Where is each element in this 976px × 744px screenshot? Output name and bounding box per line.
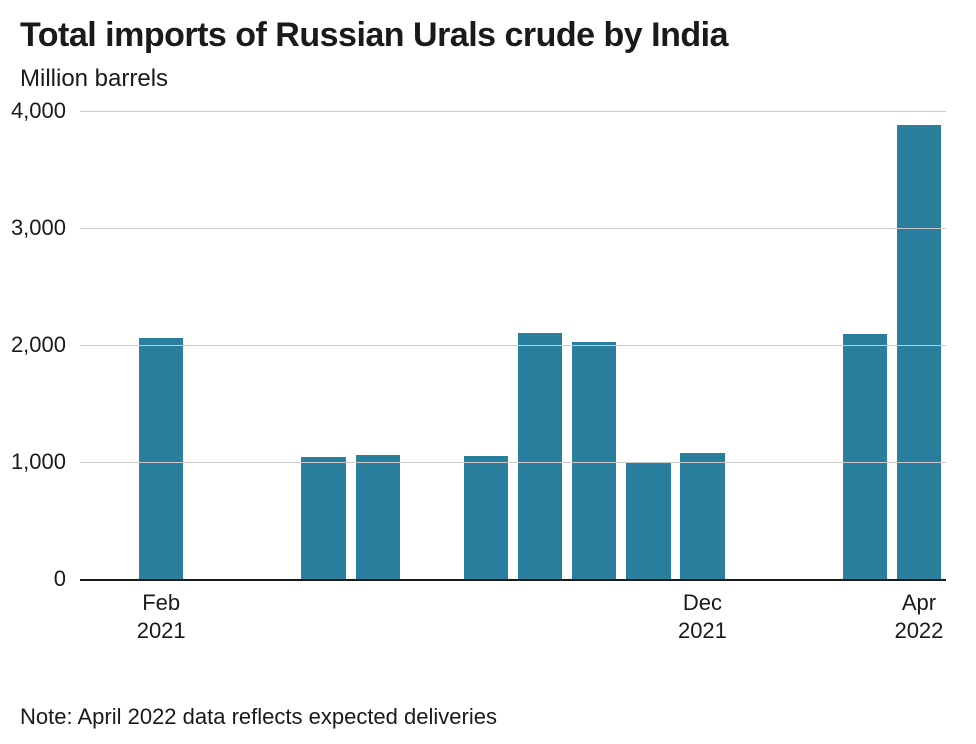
bar [518,333,562,579]
gridline [80,462,946,463]
x-tick-label [621,581,675,641]
gridline [80,111,946,112]
x-tick-label [297,581,351,641]
y-tick-label: 2,000 [11,332,80,358]
x-tick-label [351,581,405,641]
bar [301,457,345,579]
x-tick-label [405,581,459,641]
gridline [80,228,946,229]
bar [572,342,616,580]
y-tick-label: 0 [54,566,80,592]
bar [464,456,508,579]
x-tick-label [188,581,242,641]
x-tick-label [784,581,838,641]
x-tick-label [242,581,296,641]
chart-title: Total imports of Russian Urals crude by … [20,16,956,55]
x-tick-label [567,581,621,641]
bar [626,462,670,579]
bar [897,125,941,579]
x-tick-label [838,581,892,641]
x-tick-label [730,581,784,641]
x-tick-label: Feb2021 [134,581,188,641]
chart-subtitle: Million barrels [20,65,956,93]
chart-container: Total imports of Russian Urals crude by … [0,0,976,744]
x-tick-label: Dec2021 [675,581,729,641]
gridline [80,345,946,346]
x-tick-label [513,581,567,641]
bar [680,453,724,579]
chart-area: 01,0002,0003,0004,000 Feb2021 Dec2021 Apr2… [80,111,946,641]
x-tick-label [459,581,513,641]
bar [843,334,887,579]
plot-area: 01,0002,0003,0004,000 [80,111,946,581]
y-tick-label: 4,000 [11,98,80,124]
bar [139,338,183,579]
y-tick-label: 1,000 [11,449,80,475]
bar [356,455,400,579]
x-tick-label: Apr2022 [892,581,946,641]
chart-footnote: Note: April 2022 data reflects expected … [20,704,497,730]
y-tick-label: 3,000 [11,215,80,241]
x-axis-labels: Feb2021 Dec2021 Apr2022 [80,581,946,641]
x-tick-label [80,581,134,641]
